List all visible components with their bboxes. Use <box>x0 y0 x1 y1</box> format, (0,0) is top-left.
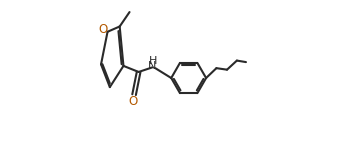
Text: O: O <box>129 95 138 108</box>
Text: H: H <box>149 56 158 66</box>
Text: O: O <box>99 23 108 36</box>
Text: N: N <box>147 61 156 71</box>
